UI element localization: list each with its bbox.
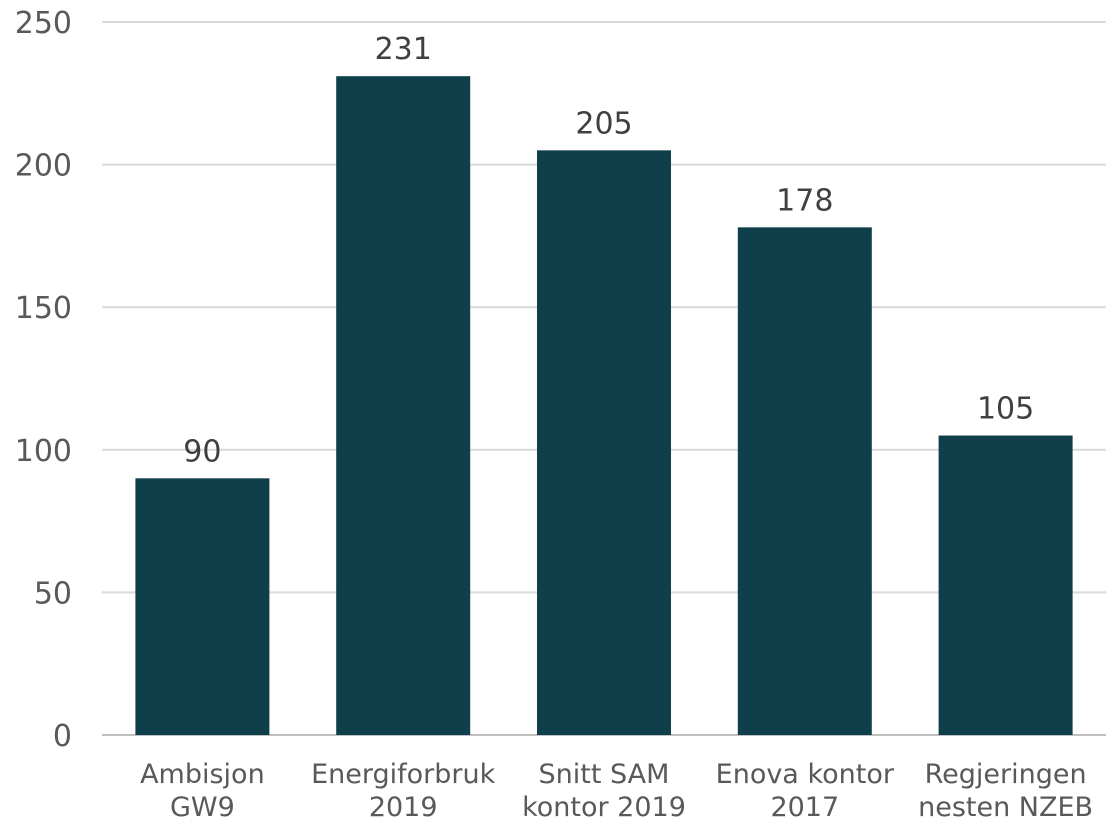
data-label: 105 bbox=[977, 392, 1034, 427]
bar bbox=[135, 478, 270, 735]
x-category-label: 2019 bbox=[369, 792, 438, 823]
x-category-label: Energiforbruk bbox=[311, 759, 496, 790]
x-category-label: 2017 bbox=[770, 792, 839, 823]
y-tick-label: 0 bbox=[53, 719, 72, 754]
bars bbox=[135, 76, 1073, 736]
x-category-label: Ambisjon bbox=[140, 759, 265, 790]
bar bbox=[537, 150, 671, 736]
x-category-label: GW9 bbox=[170, 792, 235, 823]
data-label: 178 bbox=[776, 183, 833, 218]
data-label: 231 bbox=[375, 32, 432, 67]
x-category-label: nesten NZEB bbox=[918, 792, 1093, 823]
data-labels: 90 231 205 178 105 bbox=[183, 32, 1034, 469]
x-category-label: Snitt SAM bbox=[539, 759, 670, 790]
y-axis-tick-labels: 0 50 100 150 200 250 bbox=[15, 6, 72, 754]
y-tick-label: 150 bbox=[15, 291, 72, 326]
x-category-label: Regjeringen bbox=[925, 759, 1087, 790]
data-label: 205 bbox=[575, 106, 632, 141]
y-tick-label: 100 bbox=[15, 434, 72, 469]
x-category-label: Enova kontor bbox=[716, 759, 895, 790]
data-label: 90 bbox=[183, 434, 221, 469]
y-tick-label: 250 bbox=[15, 6, 72, 41]
x-category-label: kontor 2019 bbox=[522, 792, 686, 823]
bar bbox=[336, 76, 471, 736]
bar bbox=[737, 227, 872, 735]
y-tick-label: 200 bbox=[15, 149, 72, 184]
y-tick-label: 50 bbox=[34, 576, 72, 611]
bar bbox=[938, 435, 1073, 735]
